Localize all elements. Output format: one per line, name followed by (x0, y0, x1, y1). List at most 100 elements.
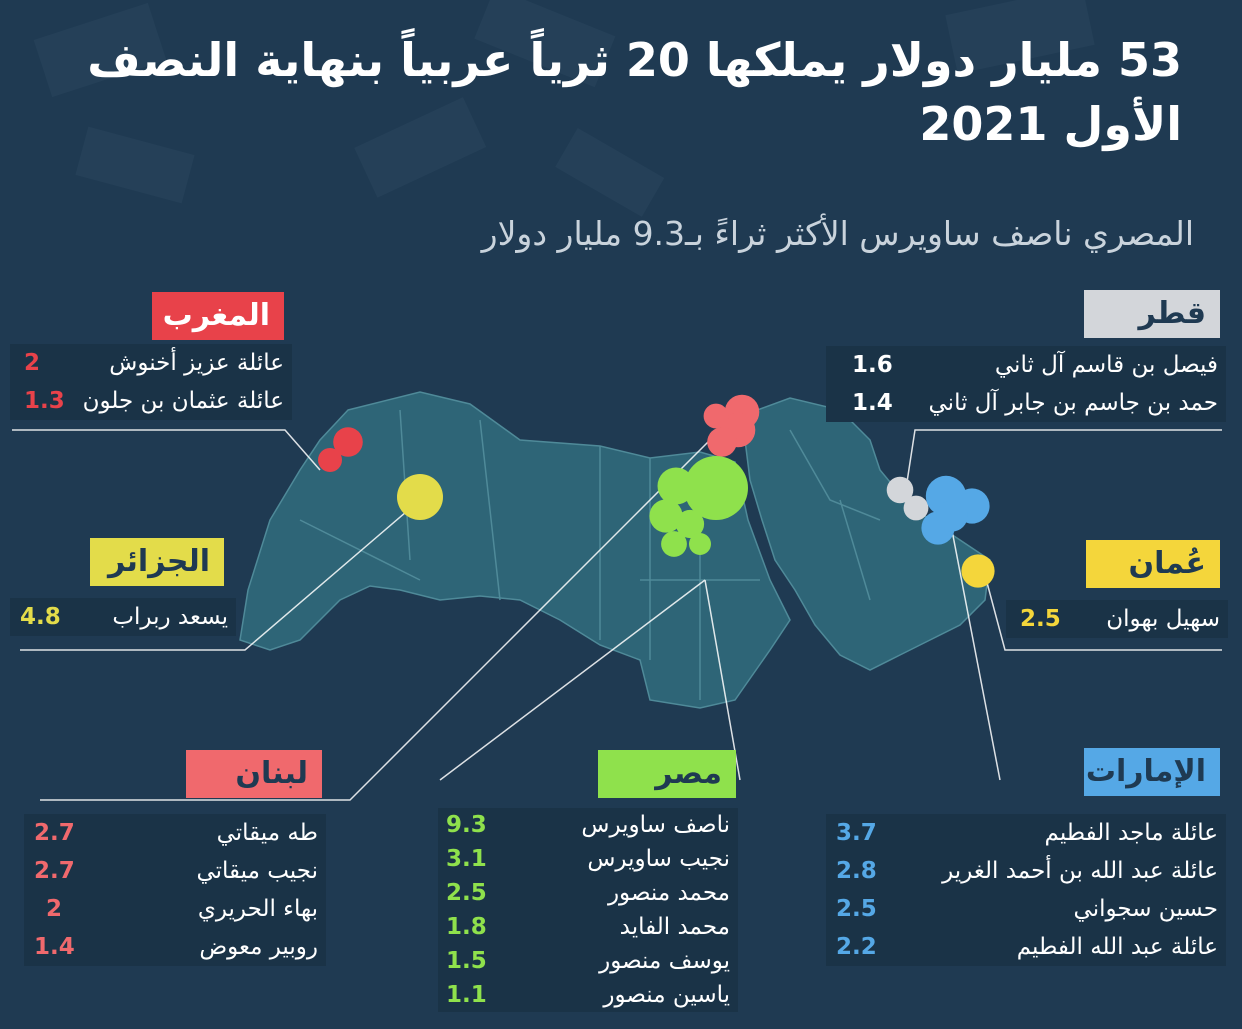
bubble-egypt (657, 467, 695, 505)
person-name: عائلة ماجد الفطيم (1044, 820, 1218, 846)
list-item: عائلة عزيز أخنوش 2 (10, 344, 292, 382)
list-item: روبير معوض 1.4 (24, 928, 326, 966)
leader-algeria (20, 499, 421, 651)
person-name: يوسف منصور (599, 948, 730, 974)
person-name: عائلة عبد الله بن أحمد الغرير (942, 858, 1218, 884)
person-name: عائلة عثمان بن جلون (82, 388, 284, 414)
person-name: عائلة عبد الله الفطيم (1016, 934, 1218, 960)
bubble-oman (961, 554, 995, 588)
list-item: حمد بن جاسم بن جابر آل ثاني 1.4 (826, 384, 1226, 422)
list-egypt: ناصف ساويرس 9.3 نجيب ساويرس 3.1 محمد منص… (438, 808, 738, 1012)
person-name: طه ميقاتي (216, 820, 318, 846)
bubble-egypt (649, 499, 683, 533)
list-item: سهيل بهوان 2.5 (1006, 600, 1228, 638)
badge-oman: عُمان (1086, 540, 1220, 588)
list-item: عائلة عبد الله بن أحمد الغرير 2.8 (826, 852, 1226, 890)
map-land (239, 391, 991, 709)
list-item: نجيب ميقاتي 2.7 (24, 852, 326, 890)
leader-uae (949, 519, 1001, 781)
bubble-uae (936, 500, 968, 532)
person-value: 4.8 (20, 604, 61, 630)
bubble-egypt (661, 531, 687, 557)
person-name: حمد بن جاسم بن جابر آل ثاني (928, 390, 1218, 416)
page-title: 53 مليار دولار يملكها 20 ثرياً عربياً بن… (87, 33, 1182, 151)
badge-egypt: مصر (598, 750, 736, 798)
person-value: 1.4 (34, 934, 75, 960)
leader-lebanon (40, 429, 721, 801)
bubble-algeria (397, 474, 443, 520)
leader-morocco (12, 429, 321, 471)
leader-egypt (439, 579, 706, 781)
person-value: 2 (24, 350, 41, 376)
person-name: عائلة عزيز أخنوش (109, 350, 284, 376)
leader-qatar (904, 429, 1222, 496)
person-name: محمد الفايد (619, 914, 730, 940)
person-name: محمد منصور (607, 880, 730, 906)
person-value: 2.5 (446, 880, 487, 906)
list-oman: سهيل بهوان 2.5 (1006, 600, 1228, 638)
list-item: محمد الفايد 1.8 (438, 910, 738, 944)
bubble-qatar (886, 476, 914, 504)
person-value: 1.8 (446, 914, 487, 940)
leader-oman (984, 574, 1222, 651)
map-north-africa (239, 391, 791, 709)
person-value: 3.1 (446, 846, 487, 872)
person-value: 1.5 (446, 948, 487, 974)
person-value: 1.6 (852, 352, 893, 378)
list-item: بهاء الحريري 2 (24, 890, 326, 928)
list-item: يسعد ربراب 4.8 (10, 598, 236, 636)
person-value: 2.7 (34, 820, 75, 846)
bubble-egypt (689, 533, 711, 555)
list-item: عائلة ماجد الفطيم 3.7 (826, 814, 1226, 852)
person-name: ناصف ساويرس (581, 812, 730, 838)
page-subtitle: المصري ناصف ساويرس الأكثر ثراءً بـ9.3 مل… (481, 214, 1194, 253)
bubble-morocco (318, 448, 342, 472)
list-uae: عائلة ماجد الفطيم 3.7 عائلة عبد الله بن … (826, 814, 1226, 966)
list-lebanon: طه ميقاتي 2.7 نجيب ميقاتي 2.7 بهاء الحري… (24, 814, 326, 966)
person-name: نجيب ميقاتي (196, 858, 318, 884)
list-item: يوسف منصور 1.5 (438, 944, 738, 978)
leader-egypt-2 (704, 579, 741, 781)
list-item: حسين سجواني 2.5 (826, 890, 1226, 928)
bubble-egypt (675, 509, 705, 539)
badge-qatar: قطر (1084, 290, 1220, 338)
bubble-morocco (333, 427, 363, 457)
person-value: 1.4 (852, 390, 893, 416)
person-name: سهيل بهوان (1106, 606, 1220, 632)
person-value: 2 (46, 896, 63, 922)
bubble-lebanon (707, 427, 737, 457)
person-value: 2.5 (836, 896, 877, 922)
bubble-egypt (684, 456, 748, 520)
list-item: عائلة عثمان بن جلون 1.3 (10, 382, 292, 420)
bubble-qatar (903, 495, 929, 521)
list-item: طه ميقاتي 2.7 (24, 814, 326, 852)
badge-uae: الإمارات (1084, 748, 1220, 796)
person-value: 2.8 (836, 858, 877, 884)
person-value: 1.3 (24, 388, 65, 414)
person-name: حسين سجواني (1073, 896, 1218, 922)
person-name: روبير معوض (199, 934, 318, 960)
person-name: بهاء الحريري (197, 896, 318, 922)
person-value: 2.5 (1020, 606, 1061, 632)
bubble-lebanon (703, 403, 729, 429)
list-item: محمد منصور 2.5 (438, 876, 738, 910)
badge-algeria: الجزائر (90, 538, 224, 586)
person-name: يسعد ربراب (112, 604, 228, 630)
list-item: فيصل بن قاسم آل ثاني 1.6 (826, 346, 1226, 384)
person-value: 2.2 (836, 934, 877, 960)
person-name: ياسين منصور (603, 982, 730, 1008)
list-morocco: عائلة عزيز أخنوش 2 عائلة عثمان بن جلون 1… (10, 344, 292, 420)
map-arabia (744, 397, 991, 671)
person-name: فيصل بن قاسم آل ثاني (994, 352, 1218, 378)
badge-lebanon: لبنان (186, 750, 322, 798)
list-qatar: فيصل بن قاسم آل ثاني 1.6 حمد بن جاسم بن … (826, 346, 1226, 422)
list-item: نجيب ساويرس 3.1 (438, 842, 738, 876)
list-item: ناصف ساويرس 9.3 (438, 808, 738, 842)
list-item: ياسين منصور 1.1 (438, 978, 738, 1012)
person-name: نجيب ساويرس (587, 846, 730, 872)
list-algeria: يسعد ربراب 4.8 (10, 598, 236, 636)
list-item: عائلة عبد الله الفطيم 2.2 (826, 928, 1226, 966)
person-value: 2.7 (34, 858, 75, 884)
